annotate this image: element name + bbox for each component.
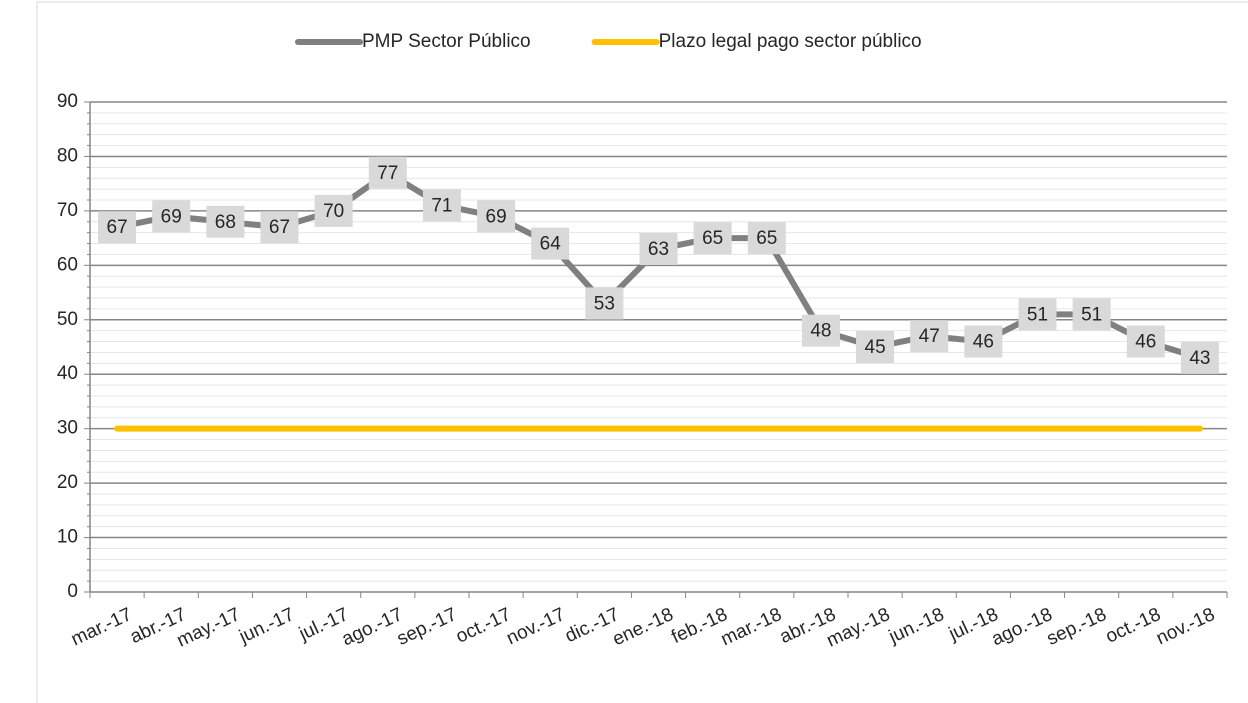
- x-tick-label: may.-17: [174, 604, 244, 651]
- data-label-group: 51: [1072, 298, 1111, 331]
- x-tick-label: ago.-18: [988, 604, 1055, 650]
- x-tick-label: jun.-17: [235, 604, 297, 648]
- data-label: 77: [377, 163, 398, 184]
- data-label: 45: [865, 337, 886, 358]
- data-label-box: [368, 156, 407, 189]
- data-label: 43: [1189, 348, 1210, 369]
- y-tick-label: 20: [57, 472, 78, 493]
- data-label-box: [1180, 341, 1219, 374]
- data-label: 51: [1081, 304, 1102, 325]
- data-label-box: [747, 222, 786, 255]
- y-tick-label: 50: [57, 309, 78, 330]
- legend-label: PMP Sector Público: [362, 31, 531, 52]
- data-label-group: 69: [477, 200, 516, 233]
- data-label-group: 45: [856, 331, 895, 363]
- data-label: 64: [540, 234, 562, 255]
- data-label-box: [1018, 298, 1057, 331]
- data-label-box: [639, 233, 678, 265]
- data-label-box: [910, 320, 949, 353]
- data-label-box: [314, 194, 353, 227]
- data-label-box: [152, 200, 191, 233]
- data-label-box: [260, 211, 299, 244]
- x-tick-label: jun.-18: [885, 604, 947, 648]
- legend-label: Plazo legal pago sector público: [659, 31, 922, 52]
- x-tick-label: sep.-18: [1044, 604, 1110, 650]
- data-label-box: [801, 314, 840, 347]
- data-label-group: 63: [639, 233, 678, 265]
- y-tick-label: 30: [57, 418, 78, 439]
- x-tick-label: oct.-17: [453, 604, 515, 648]
- data-label-group: 69: [152, 200, 191, 233]
- data-label: 67: [107, 217, 128, 238]
- data-label-group: 67: [260, 211, 299, 244]
- data-label: 69: [486, 206, 507, 227]
- y-tick-label: 80: [57, 145, 78, 166]
- data-label-group: 70: [314, 194, 353, 227]
- data-label-box: [206, 205, 245, 238]
- data-label: 47: [919, 326, 940, 347]
- x-tick-label: nov.-18: [1153, 604, 1218, 649]
- data-label-group: 77: [368, 156, 407, 189]
- data-label-group: 48: [801, 314, 840, 347]
- data-label-group: 47: [910, 320, 949, 353]
- data-label-box: [98, 211, 137, 244]
- x-tick-label: ene.-18: [609, 604, 676, 650]
- y-tick-label: 70: [57, 200, 78, 221]
- data-label-box: [856, 331, 895, 363]
- data-label: 48: [810, 321, 831, 342]
- data-label: 67: [269, 217, 290, 238]
- y-tick-label: 0: [67, 581, 78, 602]
- data-label-group: 65: [693, 222, 732, 255]
- data-label: 53: [594, 293, 615, 314]
- x-tick-label: oct.-18: [1102, 604, 1164, 648]
- data-label: 70: [323, 201, 344, 222]
- data-label-group: 53: [585, 287, 624, 320]
- x-tick-label: may.-18: [823, 604, 893, 651]
- data-label: 65: [756, 228, 777, 249]
- data-label-group: 65: [747, 222, 786, 255]
- data-label-group: 46: [964, 325, 1003, 358]
- x-tick-label: sep.-17: [394, 604, 460, 650]
- x-tick-label: ago.-17: [339, 604, 406, 650]
- data-label-group: 46: [1126, 325, 1165, 358]
- data-label: 46: [1135, 332, 1156, 353]
- data-label: 51: [1027, 304, 1048, 325]
- data-label: 69: [161, 206, 182, 227]
- data-label-group: 71: [422, 189, 461, 222]
- data-label-group: 68: [206, 205, 245, 238]
- data-label-group: 43: [1180, 341, 1219, 374]
- data-label-box: [585, 287, 624, 320]
- data-label-box: [422, 189, 461, 222]
- data-label: 71: [431, 195, 452, 216]
- data-label: 46: [973, 332, 994, 353]
- data-label: 63: [648, 239, 669, 260]
- data-label-box: [477, 200, 516, 233]
- data-label: 68: [215, 212, 236, 233]
- data-label-group: 67: [98, 211, 137, 244]
- chart-frame: [36, 1, 1248, 703]
- x-tick-label: mar.-17: [68, 604, 135, 650]
- x-tick-label: nov.-17: [503, 604, 568, 649]
- data-label-group: 51: [1018, 298, 1057, 331]
- data-label-box: [1126, 325, 1165, 358]
- y-tick-label: 10: [57, 527, 78, 548]
- data-label-box: [693, 222, 732, 255]
- y-tick-label: 40: [57, 363, 78, 384]
- y-tick-label: 90: [57, 91, 78, 112]
- data-label: 65: [702, 228, 723, 249]
- data-label-box: [531, 227, 570, 260]
- y-tick-label: 60: [57, 254, 78, 275]
- x-tick-label: mar.-18: [718, 604, 785, 650]
- data-label-box: [1072, 298, 1111, 331]
- data-label-group: 64: [531, 227, 570, 260]
- data-label-box: [964, 325, 1003, 358]
